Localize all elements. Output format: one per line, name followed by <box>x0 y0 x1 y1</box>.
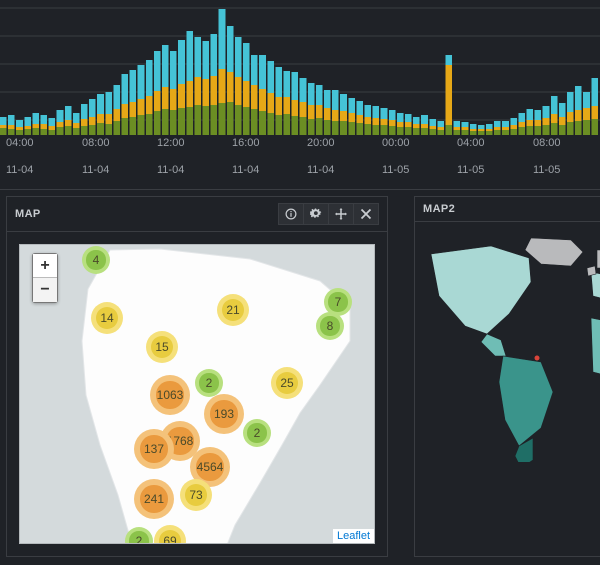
map-cluster[interactable]: 137 <box>134 429 174 469</box>
map-cluster[interactable]: 25 <box>271 367 303 399</box>
map-panel-toolbar <box>279 203 379 225</box>
events-timeseries-chart: 04:0011-04 08:0011-04 12:0011-04 16:0011-04… <box>0 0 600 190</box>
map-cluster[interactable]: 15 <box>146 331 178 363</box>
x-axis-tick: 16:0011-04 <box>232 138 260 176</box>
map-cluster[interactable]: 193 <box>204 394 244 434</box>
map2-panel-header: MAP2 <box>415 197 600 222</box>
x-axis-tick: 08:0011-05 <box>533 138 561 176</box>
x-axis-tick: 04:0011-05 <box>457 138 485 176</box>
map-cluster[interactable]: 4 <box>82 246 110 274</box>
leaflet-attribution[interactable]: Leaflet <box>333 529 374 543</box>
zoom-in-button[interactable]: + <box>33 254 57 278</box>
map-cluster[interactable]: 2 <box>195 369 223 397</box>
move-icon[interactable] <box>328 203 354 225</box>
x-axis-tick: 04:0011-04 <box>6 138 34 176</box>
map-cluster[interactable]: 2 <box>243 419 271 447</box>
zoom-control: + − <box>32 253 58 303</box>
map-cluster[interactable]: 14 <box>91 302 123 334</box>
gear-icon[interactable] <box>303 203 329 225</box>
map-panel-body: + − Leaflet 4142178152251063193217681374… <box>7 232 387 556</box>
map-cluster[interactable]: 73 <box>180 479 212 511</box>
zoom-out-button[interactable]: − <box>33 278 57 302</box>
x-axis-tick: 08:0011-04 <box>82 138 110 176</box>
map-cluster[interactable]: 1063 <box>150 375 190 415</box>
map-cluster[interactable]: 21 <box>217 294 249 326</box>
map-cluster[interactable]: 8 <box>316 312 344 340</box>
map-panel-title: MAP <box>15 208 41 220</box>
map-panel: MAP + − <box>6 196 388 557</box>
close-icon[interactable] <box>353 203 379 225</box>
map-cluster[interactable]: 241 <box>134 479 174 519</box>
map2-panel: MAP2 <box>414 196 600 557</box>
x-axis-tick: 12:0011-04 <box>157 138 185 176</box>
info-icon[interactable] <box>278 203 304 225</box>
world-choropleth[interactable] <box>421 232 600 462</box>
leaflet-map[interactable]: + − Leaflet 4142178152251063193217681374… <box>19 244 375 544</box>
map2-panel-title: MAP2 <box>423 203 455 215</box>
map2-panel-body <box>415 222 600 475</box>
x-axis-tick: 00:0011-05 <box>382 138 410 176</box>
map-panel-header: MAP <box>7 197 387 232</box>
x-axis-tick: 20:0011-04 <box>307 138 335 176</box>
